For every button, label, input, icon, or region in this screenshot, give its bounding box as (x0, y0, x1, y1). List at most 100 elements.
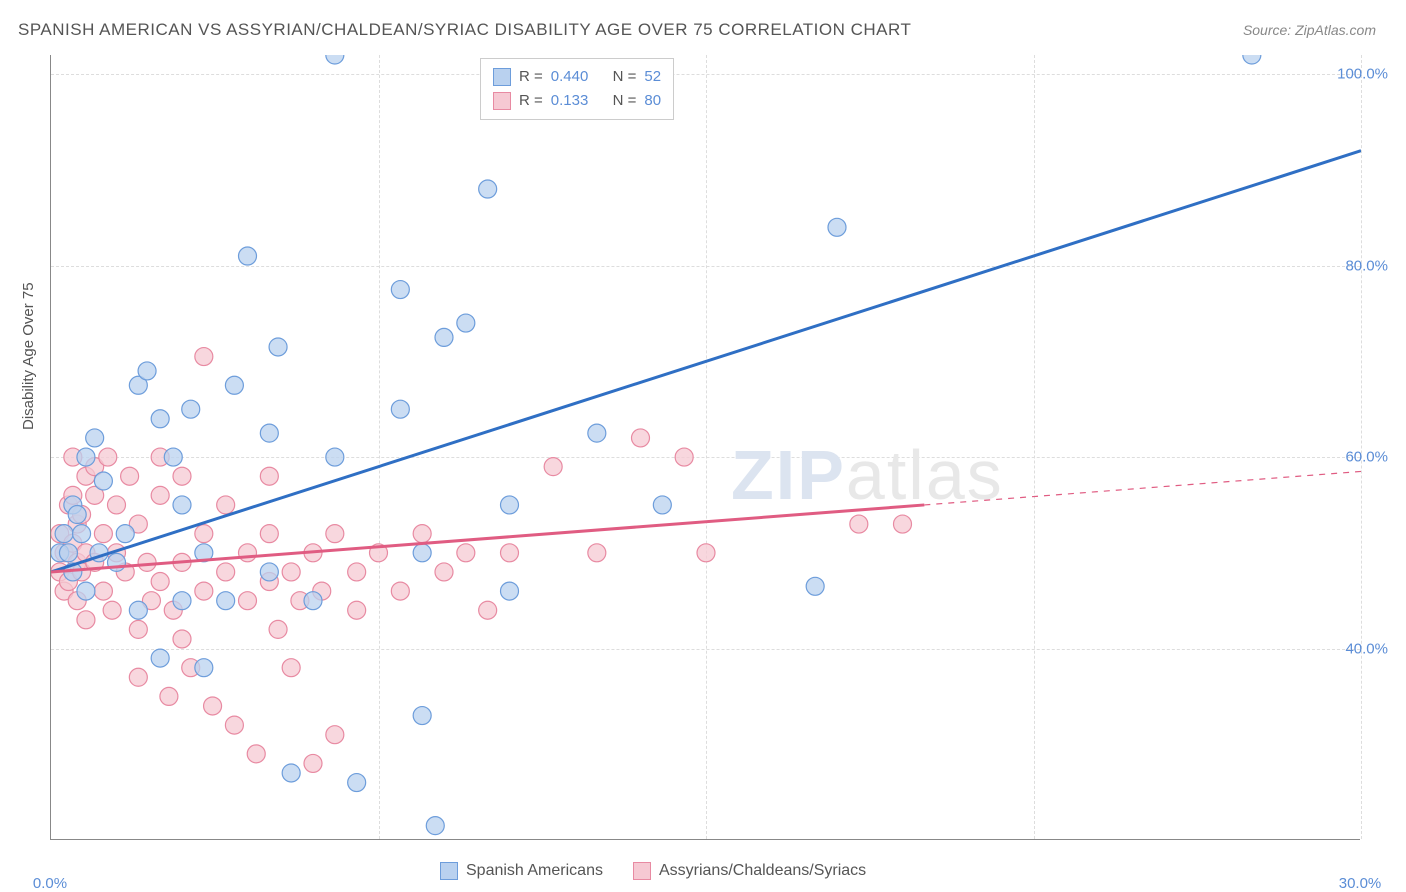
legend-swatch-icon (493, 92, 511, 110)
plot-svg (51, 55, 1361, 840)
scatter-point (501, 582, 519, 600)
scatter-point (413, 544, 431, 562)
scatter-point (68, 506, 86, 524)
scatter-point (588, 544, 606, 562)
regression-line-extrapolated (924, 471, 1361, 505)
scatter-point (269, 620, 287, 638)
scatter-point (282, 764, 300, 782)
scatter-point (391, 281, 409, 299)
scatter-point (479, 601, 497, 619)
scatter-point (239, 592, 257, 610)
scatter-point (59, 544, 77, 562)
plot-area: ZIPatlas (50, 55, 1360, 840)
scatter-point (99, 448, 117, 466)
scatter-point (326, 448, 344, 466)
scatter-point (86, 429, 104, 447)
scatter-point (391, 400, 409, 418)
scatter-point (391, 582, 409, 600)
scatter-point (348, 601, 366, 619)
scatter-point (348, 563, 366, 581)
scatter-point (304, 754, 322, 772)
chart-title: SPANISH AMERICAN VS ASSYRIAN/CHALDEAN/SY… (18, 20, 911, 40)
scatter-point (1243, 55, 1261, 64)
scatter-point (129, 601, 147, 619)
scatter-point (850, 515, 868, 533)
scatter-point (247, 745, 265, 763)
legend-swatch-icon (633, 862, 651, 880)
correlation-chart: SPANISH AMERICAN VS ASSYRIAN/CHALDEAN/SY… (0, 0, 1406, 892)
scatter-point (94, 525, 112, 543)
x-tick-label: 0.0% (33, 875, 67, 892)
scatter-point (94, 472, 112, 490)
scatter-point (282, 563, 300, 581)
scatter-point (806, 577, 824, 595)
scatter-point (544, 458, 562, 476)
scatter-point (151, 486, 169, 504)
scatter-point (195, 659, 213, 677)
scatter-point (457, 544, 475, 562)
scatter-point (129, 668, 147, 686)
regression-line (51, 151, 1361, 572)
scatter-point (588, 424, 606, 442)
scatter-point (413, 707, 431, 725)
scatter-point (138, 362, 156, 380)
scatter-point (151, 410, 169, 428)
scatter-point (282, 659, 300, 677)
scatter-point (675, 448, 693, 466)
x-tick-label: 30.0% (1339, 875, 1382, 892)
legend-swatch-icon (440, 862, 458, 880)
scatter-point (204, 697, 222, 715)
scatter-point (217, 592, 235, 610)
scatter-point (239, 544, 257, 562)
legend-stats-row: R = 0.133 N = 80 (493, 89, 661, 113)
legend-series: Spanish Americans Assyrians/Chaldeans/Sy… (440, 862, 866, 880)
scatter-point (77, 611, 95, 629)
scatter-point (77, 448, 95, 466)
scatter-point (151, 573, 169, 591)
scatter-point (217, 563, 235, 581)
scatter-point (164, 448, 182, 466)
legend-stats-row: R = 0.440 N = 52 (493, 65, 661, 89)
scatter-point (479, 180, 497, 198)
scatter-point (426, 817, 444, 835)
scatter-point (121, 467, 139, 485)
scatter-point (894, 515, 912, 533)
scatter-point (173, 630, 191, 648)
scatter-point (173, 496, 191, 514)
gridline-vertical (1361, 55, 1362, 839)
scatter-point (77, 582, 95, 600)
scatter-point (173, 467, 191, 485)
chart-source: Source: ZipAtlas.com (1243, 22, 1376, 38)
legend-item: Assyrians/Chaldeans/Syriacs (633, 862, 866, 880)
scatter-point (348, 774, 366, 792)
scatter-point (326, 525, 344, 543)
scatter-point (195, 525, 213, 543)
scatter-point (260, 424, 278, 442)
scatter-point (632, 429, 650, 447)
scatter-point (195, 348, 213, 366)
scatter-point (697, 544, 715, 562)
scatter-point (435, 563, 453, 581)
scatter-point (73, 525, 91, 543)
scatter-point (225, 376, 243, 394)
scatter-point (435, 328, 453, 346)
scatter-point (173, 592, 191, 610)
legend-stats: R = 0.440 N = 52 R = 0.133 N = 80 (480, 58, 674, 120)
scatter-point (653, 496, 671, 514)
scatter-point (413, 525, 431, 543)
scatter-point (108, 496, 126, 514)
scatter-point (160, 687, 178, 705)
scatter-point (326, 726, 344, 744)
scatter-point (138, 553, 156, 571)
scatter-point (225, 716, 243, 734)
scatter-point (129, 620, 147, 638)
scatter-point (457, 314, 475, 332)
scatter-point (94, 582, 112, 600)
y-axis-label: Disability Age Over 75 (20, 282, 37, 430)
scatter-point (116, 525, 134, 543)
scatter-point (260, 563, 278, 581)
scatter-point (501, 544, 519, 562)
scatter-point (326, 55, 344, 64)
legend-swatch-icon (493, 68, 511, 86)
scatter-point (260, 525, 278, 543)
